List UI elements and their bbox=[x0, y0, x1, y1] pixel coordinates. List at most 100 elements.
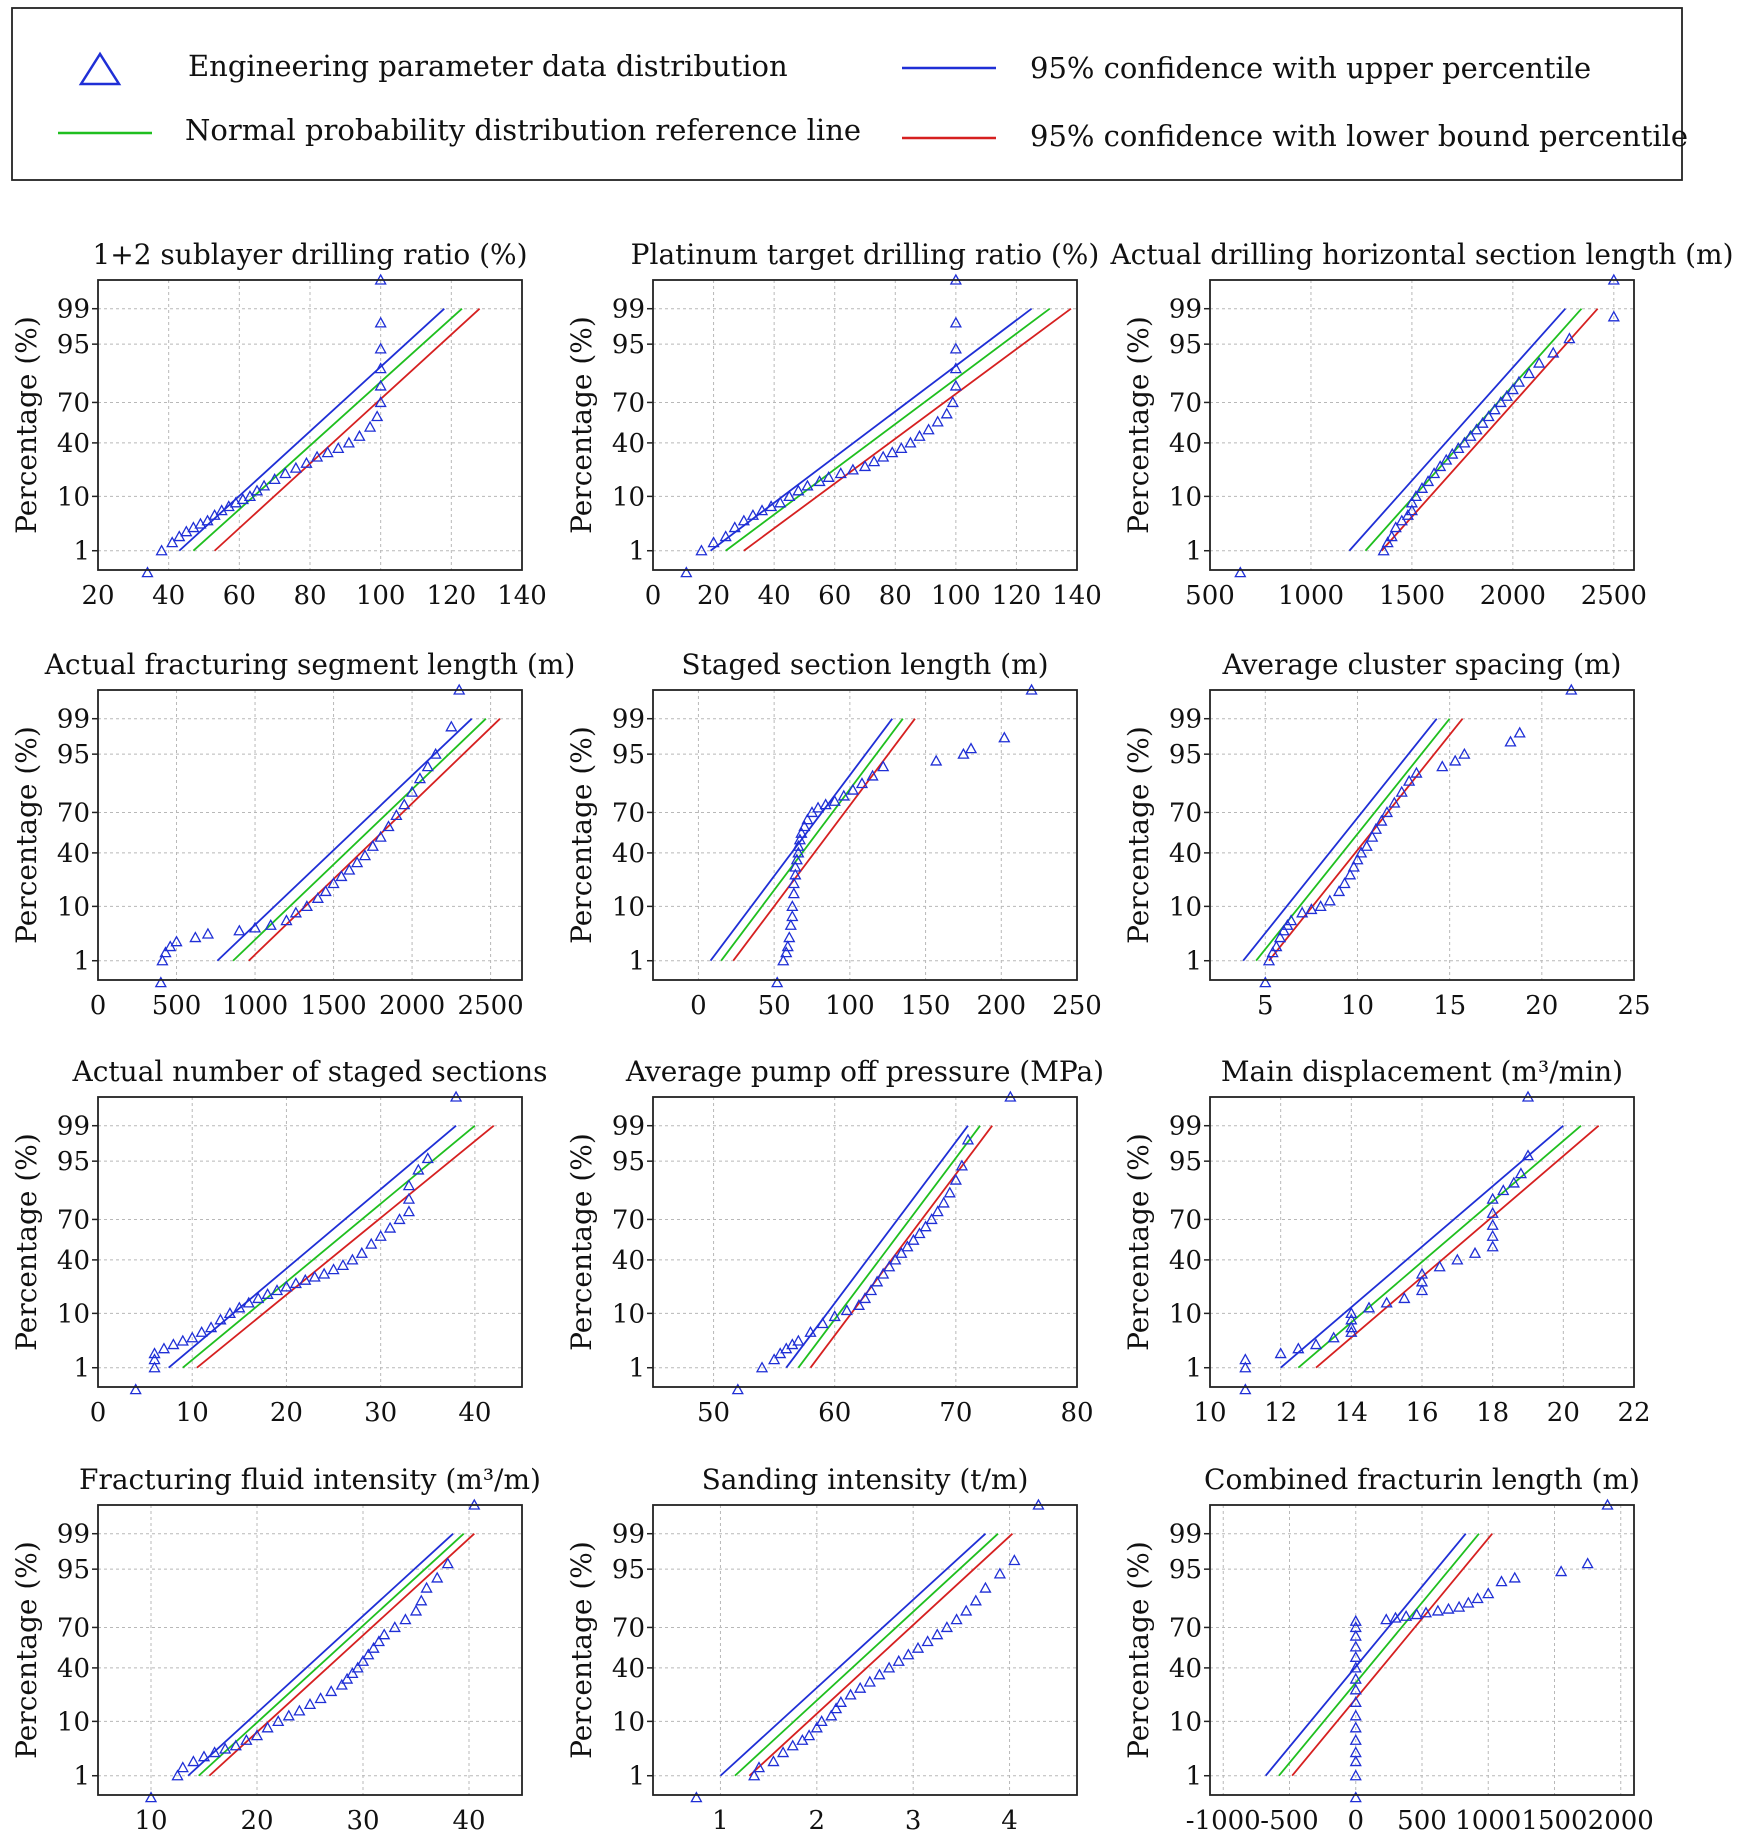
plot-frame bbox=[1209, 279, 1635, 571]
y-tick-label: 1 bbox=[1185, 1354, 1202, 1384]
y-tick-label: 99 bbox=[57, 1112, 90, 1142]
normal-reference-line bbox=[1297, 1125, 1582, 1369]
data-point-triangle bbox=[1234, 566, 1247, 578]
data-point-triangle bbox=[1338, 877, 1351, 889]
y-tick-label: 99 bbox=[612, 705, 645, 735]
data-point-triangle bbox=[148, 1361, 161, 1373]
data-point-triangle bbox=[1349, 1721, 1362, 1733]
plot-frame bbox=[1209, 689, 1635, 981]
data-point-triangle bbox=[768, 1353, 781, 1365]
normal-reference-line bbox=[192, 308, 463, 552]
data-point-triangle bbox=[1434, 460, 1447, 472]
data-point-triangle bbox=[1405, 496, 1419, 508]
data-point-triangle bbox=[1482, 410, 1495, 422]
data-point-triangle bbox=[1415, 1275, 1429, 1287]
data-point-triangle bbox=[390, 809, 403, 821]
x-tick-label: 10 bbox=[1341, 991, 1374, 1021]
data-point-triangle bbox=[1504, 735, 1517, 747]
x-tick-label: 1500 bbox=[1379, 581, 1445, 611]
legend-label-lower: 95% confidence with lower bound percenti… bbox=[1030, 119, 1688, 153]
data-point-triangle bbox=[780, 946, 793, 958]
data-point-triangle bbox=[223, 1307, 237, 1319]
x-tick-label: 20 bbox=[1547, 1398, 1580, 1428]
data-point-triangle bbox=[1309, 1338, 1323, 1350]
data-point-triangle bbox=[783, 931, 796, 943]
data-point-triangle bbox=[1369, 822, 1383, 834]
data-point-triangle bbox=[1345, 1307, 1358, 1319]
data-point-triangle bbox=[1349, 1672, 1362, 1684]
data-point-triangle bbox=[1521, 1149, 1535, 1161]
data-point-triangle bbox=[765, 500, 778, 512]
y-tick-label: 70 bbox=[57, 1205, 90, 1235]
data-point-triangle bbox=[1395, 514, 1408, 526]
y-tick-label: 95 bbox=[1169, 740, 1202, 770]
data-point-triangle bbox=[282, 1709, 295, 1721]
data-point-triangle bbox=[289, 906, 302, 918]
data-point-triangle bbox=[148, 1347, 161, 1359]
y-tick-label: 40 bbox=[1169, 1246, 1202, 1276]
data-point-triangle bbox=[1008, 1554, 1021, 1566]
data-point-triangle bbox=[707, 536, 720, 548]
data-point-triangle bbox=[1292, 1342, 1305, 1354]
data-point-triangle bbox=[280, 1280, 293, 1292]
data-point-triangle bbox=[883, 1260, 896, 1272]
data-point-triangle bbox=[825, 1709, 838, 1721]
data-point-triangle bbox=[1377, 544, 1390, 556]
x-tick-label: 50 bbox=[758, 991, 791, 1021]
data-point-triangle bbox=[155, 544, 168, 556]
data-point-triangle bbox=[195, 1325, 208, 1337]
x-tick-label: 22 bbox=[1617, 1398, 1650, 1428]
data-point-triangle bbox=[811, 801, 825, 813]
data-point-triangle bbox=[201, 514, 214, 526]
plot-frame bbox=[97, 279, 523, 571]
data-point-triangle bbox=[170, 935, 183, 947]
x-tick-label: 2 bbox=[809, 1806, 826, 1836]
data-point-triangle bbox=[362, 1648, 375, 1660]
x-tick-label: 18 bbox=[1476, 1398, 1509, 1428]
data-point-triangle bbox=[1360, 839, 1373, 851]
plot-frame bbox=[97, 689, 523, 981]
data-point-triangle bbox=[937, 1196, 950, 1208]
y-tick-label: 95 bbox=[57, 1147, 90, 1177]
y-tick-label: 40 bbox=[57, 429, 90, 459]
data-point-triangle bbox=[319, 885, 332, 897]
data-point-triangle bbox=[229, 1739, 242, 1751]
plot-frame bbox=[652, 1504, 1078, 1796]
data-point-triangle bbox=[1508, 1571, 1521, 1583]
data-point-triangle bbox=[1428, 467, 1441, 479]
chart-panel: Staged section length (m) 0 50 100 150 200 250… bbox=[565, 648, 1102, 1021]
data-point-triangle bbox=[1239, 1361, 1252, 1373]
x-tick-label: 2000 bbox=[1588, 1806, 1654, 1836]
data-point-triangle bbox=[1495, 1575, 1508, 1587]
chart-title: 1+2 sublayer drilling ratio (%) bbox=[92, 238, 527, 271]
legend-frame bbox=[11, 7, 1683, 181]
data-point-triangle bbox=[795, 826, 808, 838]
data-point-triangle bbox=[342, 436, 355, 448]
x-tick-label: 20 bbox=[81, 581, 114, 611]
y-tick-label: 70 bbox=[612, 1205, 645, 1235]
x-tick-label: 500 bbox=[1397, 1806, 1447, 1836]
data-point-triangle bbox=[931, 415, 944, 427]
data-point-triangle bbox=[1500, 389, 1513, 401]
data-point-triangle bbox=[846, 783, 859, 795]
data-point-triangle bbox=[1581, 1557, 1594, 1569]
y-tick-label: 95 bbox=[1169, 1147, 1202, 1177]
data-point-triangle bbox=[1366, 830, 1379, 842]
data-point-triangle bbox=[374, 396, 387, 408]
data-point-triangle bbox=[144, 1791, 158, 1803]
data-point-triangle bbox=[252, 1292, 265, 1304]
data-point-triangle bbox=[148, 1353, 161, 1365]
data-point-triangle bbox=[420, 1581, 433, 1593]
data-point-triangle bbox=[949, 1173, 962, 1185]
data-point-triangle bbox=[913, 429, 926, 441]
data-point-triangle bbox=[777, 954, 790, 966]
data-point-triangle bbox=[402, 1205, 416, 1217]
chart-panel: Actual drilling horizontal section lengt… bbox=[1109, 238, 1733, 611]
data-point-triangle bbox=[413, 772, 427, 784]
data-point-triangle bbox=[378, 1628, 391, 1640]
data-point-triangle bbox=[907, 1233, 920, 1245]
data-point-triangle bbox=[810, 1721, 823, 1733]
y-tick-label: 70 bbox=[57, 1613, 90, 1643]
lower-confidence-line bbox=[248, 718, 501, 962]
y-tick-label: 40 bbox=[57, 1654, 90, 1684]
